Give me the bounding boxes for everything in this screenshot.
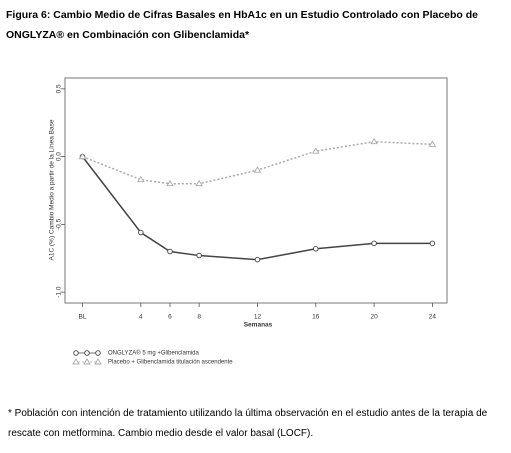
x-tick-label: 8	[197, 314, 201, 321]
marker	[429, 240, 436, 247]
series-line	[82, 140, 433, 185]
marker	[138, 229, 144, 236]
legend-marker	[72, 358, 80, 365]
plot-frame	[64, 77, 448, 304]
y-tick-label: 0.0	[56, 152, 63, 161]
y-tick-label: 0.5	[56, 84, 63, 93]
marker	[137, 175, 145, 183]
marker	[166, 179, 174, 187]
marker	[313, 246, 319, 252]
marker	[370, 137, 378, 145]
y-axis-label: A1C (%) Cambio Medio a partir de la Líne…	[49, 119, 56, 260]
marker	[196, 252, 202, 259]
chart: A1C (%) Cambio Medio a partir de la Líne…	[49, 77, 448, 366]
x-tick-label: 6	[168, 314, 172, 321]
legend-marker	[94, 358, 102, 365]
marker	[253, 166, 262, 173]
x-tick-label: 12	[254, 314, 262, 321]
marker	[167, 248, 173, 255]
title-line: ONGLYZA® en Combinación con Glibenclamid…	[6, 29, 250, 41]
footnote: * Población con intención de tratamiento…	[8, 408, 488, 439]
legend-label: Placebo + Glibenclamida titulación ascen…	[108, 360, 233, 366]
series-line	[81, 156, 433, 261]
marker	[195, 179, 203, 187]
legend-label: ONGLYZA® 5 mg +Glibenclamida	[108, 350, 200, 357]
marker	[78, 152, 87, 160]
y-tick-label: -1.0	[56, 286, 63, 298]
marker	[311, 147, 320, 154]
x-axis-label: Semanas	[244, 322, 273, 329]
legend-marker	[95, 350, 101, 356]
legend-marker	[84, 350, 90, 356]
marker	[371, 240, 377, 247]
legend-marker	[83, 358, 91, 365]
marker	[428, 140, 437, 147]
title-line: Figura 6: Cambio Medio de Cifras Basales…	[6, 9, 478, 21]
x-tick-label: 20	[370, 314, 378, 321]
chart-title: Figura 6: Cambio Medio de Cifras Basales…	[6, 5, 478, 45]
y-tick-label: -0.5	[56, 218, 63, 230]
x-tick-label: 4	[139, 314, 143, 321]
x-tick-label: BL	[79, 314, 87, 321]
legend-marker	[73, 350, 79, 356]
marker	[254, 256, 261, 263]
x-tick-label: 16	[312, 314, 320, 321]
x-tick-label: 24	[429, 314, 437, 321]
